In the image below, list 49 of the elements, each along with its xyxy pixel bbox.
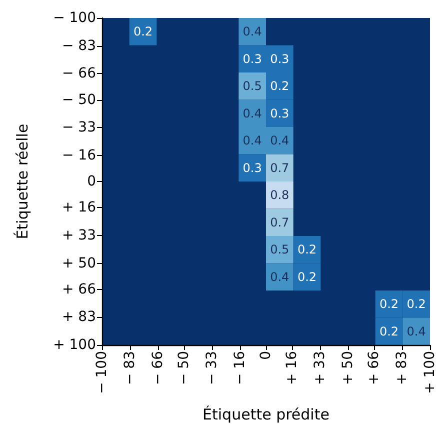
data-label: 0.2 [297,270,317,284]
data-label: 0.8 [270,188,290,202]
x-tick-label: + 66 [366,350,382,385]
data-label: 0.3 [242,52,262,66]
data-label: 0.4 [270,134,290,148]
x-tick-label: − 33 [204,351,220,385]
data-label: 0.5 [270,242,290,257]
y-tick-label: − 100 [53,10,96,26]
data-label: 0.2 [133,24,153,39]
data-label: 0.3 [270,106,290,120]
y-tick-label: − 33 [62,120,96,136]
data-label: 0.2 [379,297,399,312]
x-tick-label: 0 [258,351,274,360]
y-tick-label: − 16 [62,147,96,164]
x-tick-label: + 83 [394,351,410,385]
x-tick-label: + 33 [312,351,328,385]
y-tick-label: − 83 [62,38,96,54]
x-tick-label: − 83 [122,351,138,385]
data-label: 0.7 [270,215,290,230]
y-tick-label: 0 [87,174,96,190]
data-label: 0.4 [242,24,262,39]
data-label: 0.4 [242,106,262,120]
x-tick-label: − 66 [150,350,166,385]
data-label: 0.4 [406,324,426,338]
y-tick-label: + 66 [62,281,96,298]
y-tick-label: + 33 [62,227,96,244]
x-tick-label: + 50 [340,351,356,385]
y-tick-label: + 16 [62,200,96,216]
data-label: 0.5 [242,79,262,94]
y-axis-title: Étiquette réelle [14,124,32,240]
data-label: 0.2 [270,79,290,94]
data-label: 0.4 [242,134,262,148]
data-label: 0.4 [270,270,290,284]
data-label: 0.2 [379,324,399,338]
data-label: 0.2 [406,297,426,312]
data-label: 0.3 [242,160,262,175]
y-tick-label: + 83 [62,309,96,326]
y-tick-label: + 100 [53,337,96,353]
data-label: 0.7 [270,160,290,175]
x-tick-label: + 100 [422,351,437,394]
data-label: 0.3 [270,52,290,66]
y-tick-label: + 50 [62,255,96,272]
y-tick-label: − 50 [62,92,96,108]
data-label: 0.2 [297,242,317,257]
x-axis-title: Étiquette prédite [202,406,330,424]
x-tick-label: + 16 [284,350,300,385]
x-tick-label: − 16 [232,350,248,385]
y-tick-label: − 66 [62,66,96,82]
x-tick-label: − 50 [176,351,192,385]
